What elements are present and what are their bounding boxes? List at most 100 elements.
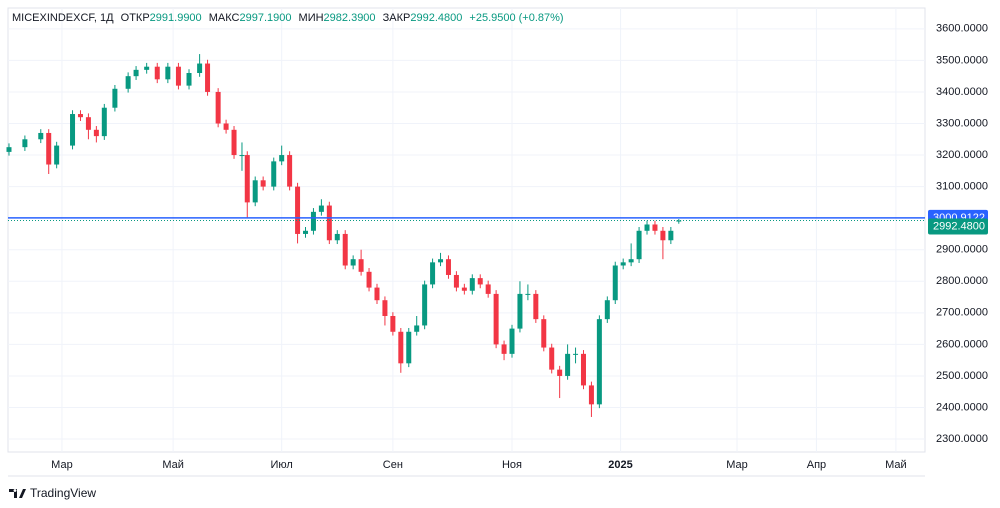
- candle-body: [628, 259, 634, 263]
- candle-body: [93, 129, 99, 137]
- last-price-tag: [928, 218, 988, 235]
- y-tick-label: 2600.0000: [936, 338, 988, 350]
- candle-body: [493, 293, 499, 345]
- low-label: МИН: [299, 12, 324, 24]
- last-price-label: 2992.4800: [933, 220, 985, 232]
- candle-body: [422, 284, 428, 326]
- change: +25.9500 (+0.87%): [469, 12, 563, 24]
- candle-body: [186, 73, 192, 86]
- x-tick-label: Май: [885, 459, 907, 471]
- candle-body: [501, 344, 507, 354]
- candle-body: [557, 369, 563, 376]
- candle-body: [644, 224, 650, 231]
- candle-body: [22, 139, 28, 148]
- candle-body: [668, 230, 674, 241]
- candles: [6, 54, 682, 417]
- high-label: МАКС: [209, 12, 240, 24]
- low-value: 2982.3900: [324, 12, 376, 24]
- candle-body: [541, 319, 547, 348]
- candle-body: [154, 66, 160, 80]
- candle-body: [101, 107, 107, 137]
- candle-body: [215, 91, 221, 124]
- candle-body: [260, 180, 266, 187]
- candle-body: [469, 278, 475, 291]
- candle-body: [125, 76, 131, 89]
- candle-body: [461, 287, 467, 291]
- candle-body: [239, 155, 245, 157]
- candle-body: [295, 186, 301, 234]
- candle-body: [358, 259, 364, 272]
- candle-body: [438, 259, 444, 263]
- candle-body: [77, 114, 83, 118]
- candle-body: [573, 353, 579, 355]
- y-tick-label: 3500.0000: [936, 54, 988, 66]
- y-tick-label: 2500.0000: [936, 370, 988, 382]
- candle-body: [660, 230, 666, 241]
- logo-icon: [9, 489, 26, 498]
- candle-body: [445, 259, 451, 275]
- candle-body: [565, 353, 571, 376]
- candle-body: [453, 274, 459, 288]
- candle-body: [636, 230, 642, 260]
- y-tick-label: 3200.0000: [936, 149, 988, 161]
- candle-body: [133, 69, 139, 77]
- candle-body: [231, 129, 237, 156]
- candle-body: [303, 230, 309, 234]
- x-tick-label: Ноя: [502, 459, 522, 471]
- candle-body: [271, 161, 277, 187]
- y-tick-label: 2400.0000: [936, 401, 988, 413]
- candle-body: [676, 220, 682, 222]
- candle-body: [580, 353, 586, 386]
- close-label: ЗАКР: [383, 12, 411, 24]
- candle-body: [398, 331, 404, 364]
- open-label: ОТКР: [121, 12, 150, 24]
- candle-body: [287, 155, 293, 187]
- y-tick-label: 3300.0000: [936, 117, 988, 129]
- pane-border: [7, 7, 926, 453]
- candle-body: [326, 205, 332, 241]
- candle-body: [406, 331, 412, 364]
- x-tick-label: Апр: [807, 459, 826, 471]
- candle-body: [366, 271, 372, 288]
- candle-body: [334, 233, 340, 241]
- close-value: 2992.4800: [410, 12, 462, 24]
- y-tick-label: 3600.0000: [936, 23, 988, 35]
- candle-body: [279, 155, 285, 162]
- candle-body: [6, 147, 12, 152]
- x-tick-label: Мар: [51, 459, 73, 471]
- candle-body: [144, 66, 150, 70]
- y-tick-label: 2700.0000: [936, 307, 988, 319]
- x-tick-label: Сен: [383, 459, 403, 471]
- candle-body: [612, 265, 618, 301]
- candle-body: [38, 132, 44, 140]
- candle-body: [342, 233, 348, 266]
- candle-body: [485, 284, 491, 294]
- open-value: 2991.9900: [150, 12, 202, 24]
- candle-body: [414, 325, 420, 332]
- candle-body: [46, 132, 52, 165]
- candle-body: [588, 385, 594, 405]
- y-tick-label: 2300.0000: [936, 433, 988, 445]
- candle-body: [175, 66, 181, 86]
- y-tick-label: 3100.0000: [936, 181, 988, 193]
- candle-body: [112, 88, 118, 108]
- candle-body: [509, 328, 515, 354]
- candle-body: [374, 287, 380, 301]
- candle-body: [197, 63, 203, 74]
- candle-body: [350, 259, 356, 266]
- x-tick-label: 2025: [608, 459, 632, 471]
- candle-body: [549, 347, 555, 370]
- candle-body: [165, 66, 171, 80]
- candle-body: [205, 63, 211, 92]
- y-tick-label: 3400.0000: [936, 86, 988, 98]
- candle-body: [525, 293, 531, 295]
- candle-body: [382, 300, 388, 316]
- candle-body: [252, 180, 258, 203]
- high-value: 2997.1900: [239, 12, 291, 24]
- candle-body: [430, 262, 436, 285]
- x-tick-label: Май: [162, 459, 184, 471]
- y-tick-label: 2900.0000: [936, 244, 988, 256]
- candle-body: [223, 123, 229, 130]
- candle-body: [620, 262, 626, 266]
